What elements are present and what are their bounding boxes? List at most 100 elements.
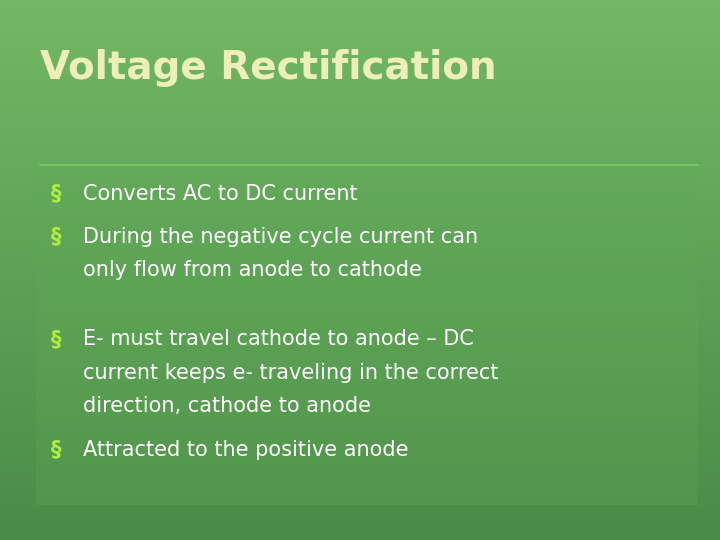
Bar — [0, 224, 720, 227]
Bar — [0, 49, 720, 51]
Bar — [0, 205, 720, 208]
Bar — [0, 421, 720, 424]
Bar — [0, 413, 720, 416]
Bar — [0, 364, 720, 367]
Bar — [0, 386, 720, 389]
Bar — [0, 340, 720, 343]
Bar — [0, 273, 720, 275]
Bar — [0, 332, 720, 335]
Bar — [0, 208, 720, 211]
Bar — [0, 270, 720, 273]
Bar — [0, 92, 720, 94]
Bar — [0, 508, 720, 510]
Bar — [0, 427, 720, 429]
Bar — [0, 51, 720, 54]
Bar — [0, 146, 720, 148]
Bar — [0, 362, 720, 364]
Bar — [0, 397, 720, 400]
Bar — [0, 81, 720, 84]
Bar — [0, 27, 720, 30]
Bar — [0, 348, 720, 351]
Bar — [0, 381, 720, 383]
Bar — [0, 356, 720, 359]
Text: Voltage Rectification: Voltage Rectification — [40, 49, 496, 86]
Bar — [0, 400, 720, 402]
Bar — [0, 267, 720, 270]
Text: §: § — [50, 329, 61, 349]
Bar — [0, 103, 720, 105]
Bar — [0, 467, 720, 470]
Bar — [0, 108, 720, 111]
Bar — [0, 227, 720, 229]
Bar — [0, 173, 720, 176]
Bar — [0, 111, 720, 113]
Bar — [0, 197, 720, 200]
Bar — [0, 446, 720, 448]
Bar — [0, 481, 720, 483]
Bar — [0, 162, 720, 165]
Bar — [0, 518, 720, 521]
Bar — [0, 354, 720, 356]
Bar — [0, 281, 720, 284]
Bar — [0, 394, 720, 397]
Bar — [0, 440, 720, 443]
Bar — [0, 432, 720, 435]
Bar — [0, 151, 720, 154]
Bar — [0, 76, 720, 78]
Bar — [0, 57, 720, 59]
Bar — [0, 130, 720, 132]
Bar — [0, 535, 720, 537]
Bar — [0, 148, 720, 151]
Bar — [0, 122, 720, 124]
Bar — [0, 165, 720, 167]
Bar — [0, 62, 720, 65]
Bar — [0, 443, 720, 445]
Text: During the negative cycle current can: During the negative cycle current can — [83, 227, 478, 247]
Bar — [0, 500, 720, 502]
Bar — [0, 486, 720, 489]
Bar — [0, 456, 720, 459]
Bar — [0, 176, 720, 178]
Bar — [0, 202, 720, 205]
Bar — [0, 521, 720, 524]
Text: §: § — [50, 184, 61, 204]
Bar — [0, 216, 720, 219]
Text: current keeps e- traveling in the correct: current keeps e- traveling in the correc… — [83, 363, 498, 383]
Bar — [0, 346, 720, 348]
Bar — [0, 405, 720, 408]
Bar — [0, 73, 720, 76]
Bar — [0, 451, 720, 454]
Bar — [0, 70, 720, 73]
Bar — [0, 343, 720, 346]
Bar — [0, 59, 720, 62]
Bar — [0, 84, 720, 86]
Bar — [0, 97, 720, 100]
Bar — [0, 219, 720, 221]
Bar — [0, 502, 720, 505]
Bar — [0, 32, 720, 35]
Bar — [0, 132, 720, 135]
FancyBboxPatch shape — [36, 165, 698, 505]
Bar — [0, 65, 720, 68]
Bar — [0, 8, 720, 11]
Bar — [0, 105, 720, 108]
Bar — [0, 211, 720, 213]
Text: direction, cathode to anode: direction, cathode to anode — [83, 396, 371, 416]
Bar — [0, 89, 720, 92]
Bar — [0, 305, 720, 308]
Bar — [0, 526, 720, 529]
Text: Attracted to the positive anode: Attracted to the positive anode — [83, 440, 408, 460]
Bar — [0, 186, 720, 189]
Bar — [0, 462, 720, 464]
Text: E- must travel cathode to anode – DC: E- must travel cathode to anode – DC — [83, 329, 474, 349]
Bar — [0, 478, 720, 481]
Bar — [0, 424, 720, 427]
Bar — [0, 513, 720, 516]
Bar — [0, 497, 720, 500]
Bar — [0, 410, 720, 413]
Bar — [0, 437, 720, 440]
Bar — [0, 470, 720, 472]
Bar — [0, 116, 720, 119]
Bar — [0, 143, 720, 146]
Bar — [0, 491, 720, 494]
